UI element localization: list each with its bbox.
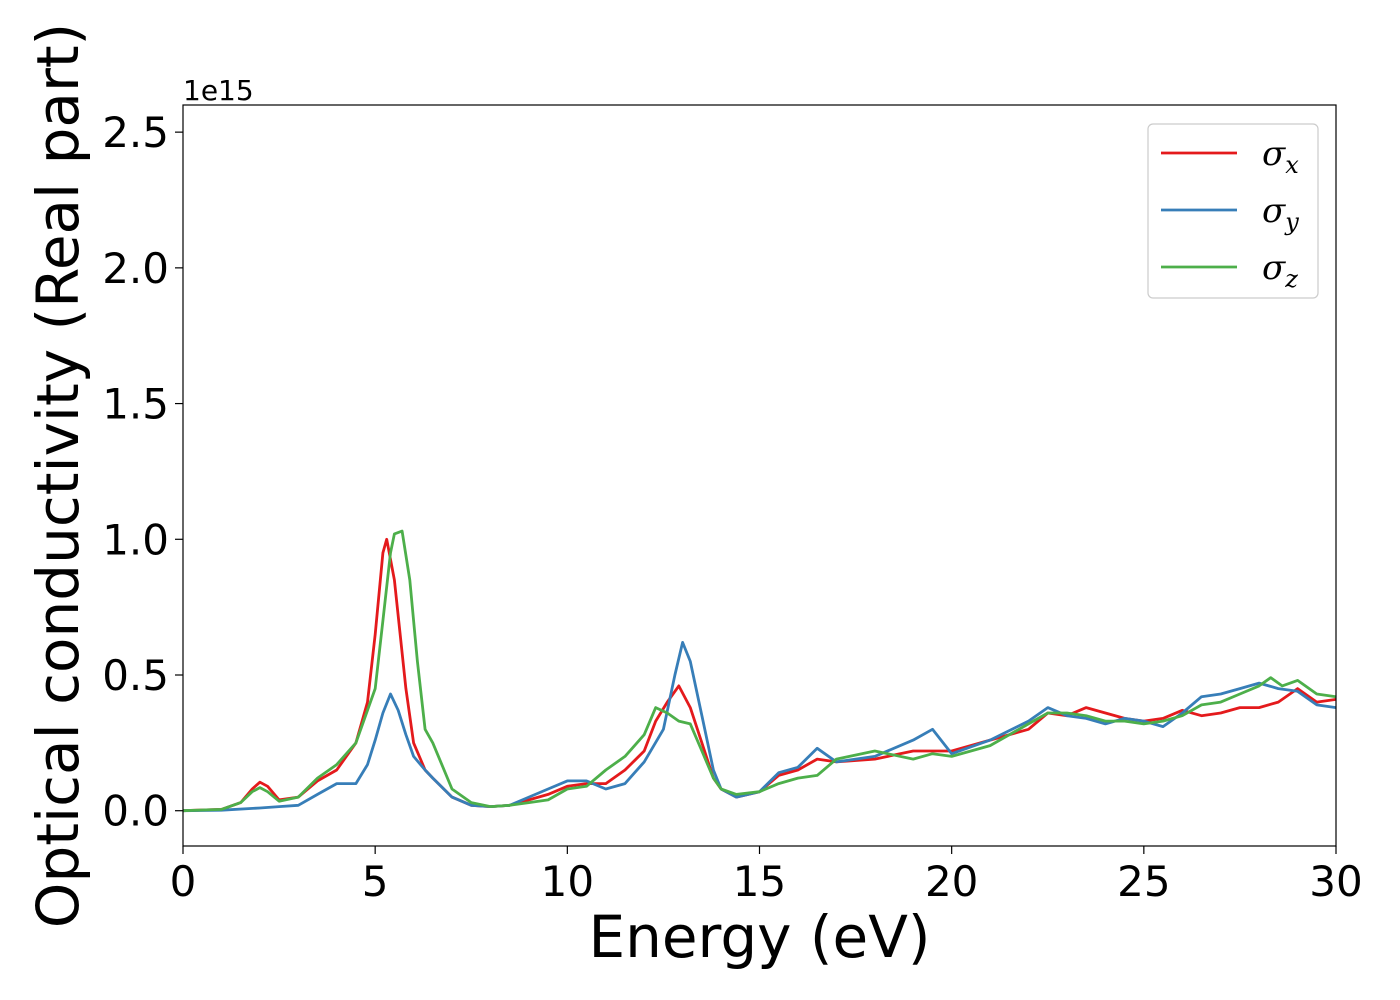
series-layer xyxy=(182,529,1337,813)
plot-frame xyxy=(182,104,1337,847)
x-tick-label: 25 xyxy=(1117,857,1170,906)
legend-subscript: z xyxy=(1284,265,1298,293)
series-line-y xyxy=(182,641,1337,813)
x-tick-label: 15 xyxy=(733,857,786,906)
series-line-x xyxy=(182,537,1337,813)
y-offset-label: 1e15 xyxy=(183,74,254,107)
y-tick-label: 2.5 xyxy=(102,108,169,157)
x-tick-label: 5 xyxy=(362,857,389,906)
legend-symbol: σ xyxy=(1262,248,1286,288)
y-tick-label: 1.5 xyxy=(102,380,169,429)
legend-subscript: y xyxy=(1284,208,1299,236)
legend-symbol: σ xyxy=(1262,191,1286,231)
series-line-z xyxy=(182,529,1337,813)
x-tick-label: 20 xyxy=(925,857,978,906)
ticks-layer: 0 5 10 15 20 25 30 0.0 0.5 1.0 1.5 2.0 2.5 xyxy=(102,108,1363,906)
y-tick-label: 0.0 xyxy=(102,787,169,836)
x-tick-label: 30 xyxy=(1309,857,1362,906)
x-axis-title: Energy (eV) xyxy=(588,903,930,971)
y-tick-label: 2.0 xyxy=(102,244,169,293)
x-tick-label: 0 xyxy=(170,857,197,906)
legend-label-x: σx xyxy=(1262,134,1299,179)
legend-label-z: σz xyxy=(1262,248,1298,293)
y-tick-label: 1.0 xyxy=(102,515,169,564)
legend-subscript: x xyxy=(1285,151,1299,179)
legend-symbol: σ xyxy=(1262,134,1286,174)
legend-label-y: σy xyxy=(1262,191,1299,236)
y-tick-label: 0.5 xyxy=(102,651,169,700)
x-tick-label: 10 xyxy=(541,857,594,906)
y-axis-title: Optical conductivity (Real part) xyxy=(24,23,92,928)
